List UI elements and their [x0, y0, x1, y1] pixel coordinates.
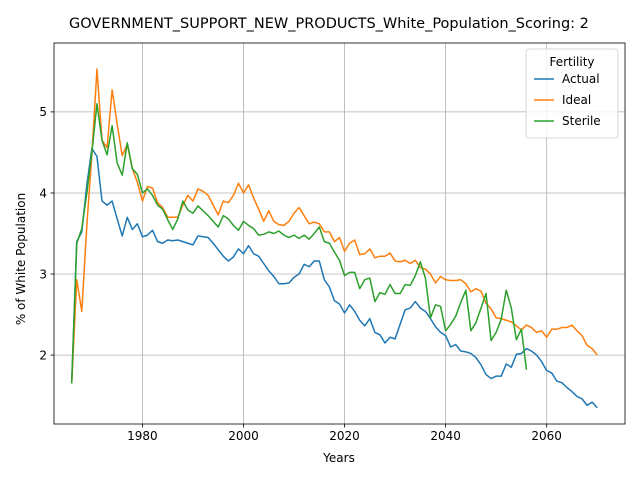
series-line-actual [70, 147, 598, 409]
legend-label: Ideal [562, 93, 591, 107]
legend-box [525, 48, 619, 139]
y-tick-label: 5 [39, 105, 47, 119]
y-axis-label: % of White Population [14, 193, 28, 325]
series-line-ideal [70, 68, 598, 384]
axis-ticks: 1980 2000 2020 2040 2060 2 3 4 5 [39, 105, 562, 443]
legend-title: Fertility [549, 55, 594, 69]
x-tick-label: 2000 [228, 429, 259, 443]
series-lines [70, 68, 598, 409]
x-tick-label: 2040 [430, 429, 461, 443]
chart-title: GOVERNMENT_SUPPORT_NEW_PRODUCTS_White_Po… [69, 16, 589, 32]
legend-label: Sterile [562, 114, 601, 128]
x-axis-label: Years [322, 451, 355, 465]
x-tick-label: 1980 [127, 429, 158, 443]
grid-lines [54, 43, 625, 424]
y-tick-label: 3 [39, 267, 47, 281]
plot-area-frame [53, 42, 626, 425]
x-tick-label: 2020 [329, 429, 360, 443]
legend-label: Actual [562, 72, 600, 86]
legend: Fertility Actual Ideal Sterile [525, 48, 619, 139]
y-tick-label: 4 [39, 186, 47, 200]
y-tick-label: 2 [39, 348, 47, 362]
x-tick-label: 2060 [531, 429, 562, 443]
series-line-sterile [70, 103, 528, 384]
